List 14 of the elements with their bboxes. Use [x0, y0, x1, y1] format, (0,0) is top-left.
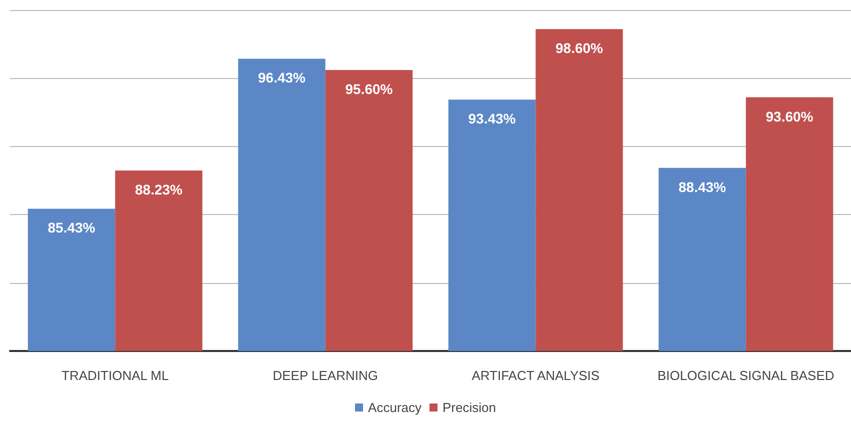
- legend-label: Precision: [442, 400, 496, 415]
- data-label: 96.43%: [258, 70, 306, 86]
- data-label: 98.60%: [556, 40, 604, 56]
- data-label: 93.43%: [468, 110, 516, 127]
- data-label: 88.23%: [135, 182, 184, 198]
- x-tick-label: TRADITIONAL ML: [62, 368, 169, 383]
- data-label: 95.60%: [345, 81, 394, 98]
- data-label: 85.43%: [48, 220, 96, 236]
- x-tick-label: BIOLOGICAL SIGNAL BASED: [657, 368, 834, 383]
- legend-label: Accuracy: [368, 400, 422, 415]
- x-tick-label: ARTIFACT ANALYSIS: [472, 368, 600, 383]
- x-tick-label: DEEP LEARNING: [272, 368, 378, 383]
- data-label: 88.43%: [678, 178, 727, 195]
- data-label: 93.60%: [766, 108, 814, 124]
